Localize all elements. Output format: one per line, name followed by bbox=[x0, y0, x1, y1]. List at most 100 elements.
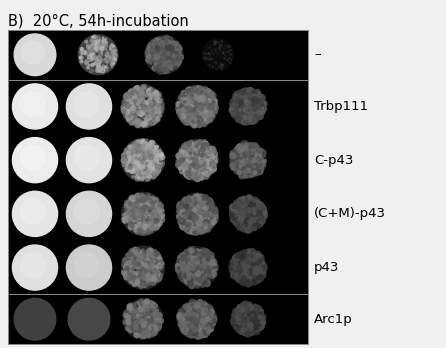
Point bbox=[156, 322, 163, 327]
Point bbox=[237, 216, 244, 222]
Point bbox=[196, 226, 203, 231]
Point bbox=[234, 313, 241, 319]
Point bbox=[239, 201, 246, 206]
Point bbox=[186, 264, 194, 269]
Point bbox=[201, 115, 208, 121]
Point bbox=[257, 110, 264, 116]
Point bbox=[240, 327, 247, 333]
Point bbox=[152, 326, 159, 332]
Point bbox=[186, 171, 193, 177]
Point bbox=[93, 68, 100, 73]
Point bbox=[132, 88, 139, 94]
Point bbox=[165, 62, 173, 68]
Point bbox=[231, 109, 238, 114]
Point bbox=[140, 325, 147, 331]
Point bbox=[246, 316, 253, 322]
Point bbox=[233, 204, 240, 209]
Point bbox=[198, 117, 205, 122]
Point bbox=[252, 105, 259, 111]
Point bbox=[207, 269, 215, 274]
Point bbox=[202, 255, 209, 261]
Point bbox=[127, 314, 134, 320]
Point bbox=[136, 264, 143, 270]
Point bbox=[242, 150, 249, 156]
Point bbox=[249, 96, 256, 102]
Point bbox=[195, 153, 202, 158]
Point bbox=[186, 331, 193, 336]
Point bbox=[164, 40, 171, 46]
Point bbox=[184, 309, 191, 315]
Point bbox=[143, 89, 150, 94]
Point bbox=[141, 165, 148, 171]
Point bbox=[240, 153, 247, 158]
Point bbox=[254, 92, 261, 97]
Point bbox=[252, 222, 259, 228]
Point bbox=[179, 151, 186, 157]
Point bbox=[198, 326, 205, 331]
Point bbox=[125, 324, 132, 330]
Point bbox=[244, 317, 251, 323]
Point bbox=[236, 268, 244, 274]
Point bbox=[152, 207, 159, 213]
Point bbox=[237, 308, 244, 314]
Point bbox=[129, 321, 136, 326]
Point bbox=[244, 270, 251, 275]
Point bbox=[189, 304, 196, 310]
Point bbox=[184, 327, 191, 333]
Point bbox=[250, 166, 257, 172]
Point bbox=[199, 258, 206, 264]
Point bbox=[142, 162, 149, 168]
Point bbox=[127, 154, 134, 160]
Point bbox=[252, 216, 259, 222]
Point bbox=[249, 166, 256, 171]
Point bbox=[249, 204, 256, 209]
Point bbox=[149, 268, 157, 274]
Point bbox=[192, 276, 199, 282]
Point bbox=[243, 115, 250, 121]
Point bbox=[184, 264, 191, 270]
Point bbox=[206, 261, 213, 267]
Point bbox=[125, 117, 132, 122]
Point bbox=[130, 302, 137, 308]
Point bbox=[154, 114, 161, 120]
Point bbox=[147, 149, 154, 155]
Point bbox=[202, 173, 209, 179]
Point bbox=[152, 91, 159, 96]
Point bbox=[132, 161, 140, 167]
Point bbox=[126, 315, 133, 321]
Point bbox=[249, 205, 256, 211]
Point bbox=[157, 69, 164, 74]
Point bbox=[259, 206, 266, 212]
Point bbox=[257, 111, 264, 117]
Point bbox=[247, 270, 254, 276]
Point bbox=[137, 253, 144, 259]
Point bbox=[248, 151, 255, 157]
Point bbox=[180, 163, 187, 168]
Point bbox=[195, 157, 202, 163]
Point bbox=[240, 143, 247, 148]
Point bbox=[131, 150, 138, 156]
Point bbox=[163, 66, 170, 72]
Point bbox=[150, 52, 157, 58]
Point bbox=[133, 193, 140, 199]
Point bbox=[149, 149, 156, 155]
Point bbox=[237, 157, 244, 163]
Point bbox=[257, 325, 264, 330]
Circle shape bbox=[230, 88, 266, 125]
Point bbox=[245, 195, 252, 200]
Point bbox=[222, 51, 229, 56]
Point bbox=[190, 169, 198, 175]
Point bbox=[259, 161, 266, 167]
Point bbox=[181, 108, 188, 114]
Point bbox=[156, 208, 163, 214]
Point bbox=[196, 151, 203, 157]
Point bbox=[236, 102, 243, 108]
Point bbox=[181, 220, 188, 226]
Point bbox=[91, 55, 98, 61]
Point bbox=[184, 306, 191, 311]
Point bbox=[245, 145, 252, 151]
Point bbox=[232, 102, 240, 108]
Circle shape bbox=[176, 86, 218, 127]
Point bbox=[186, 260, 193, 265]
Point bbox=[178, 208, 186, 213]
